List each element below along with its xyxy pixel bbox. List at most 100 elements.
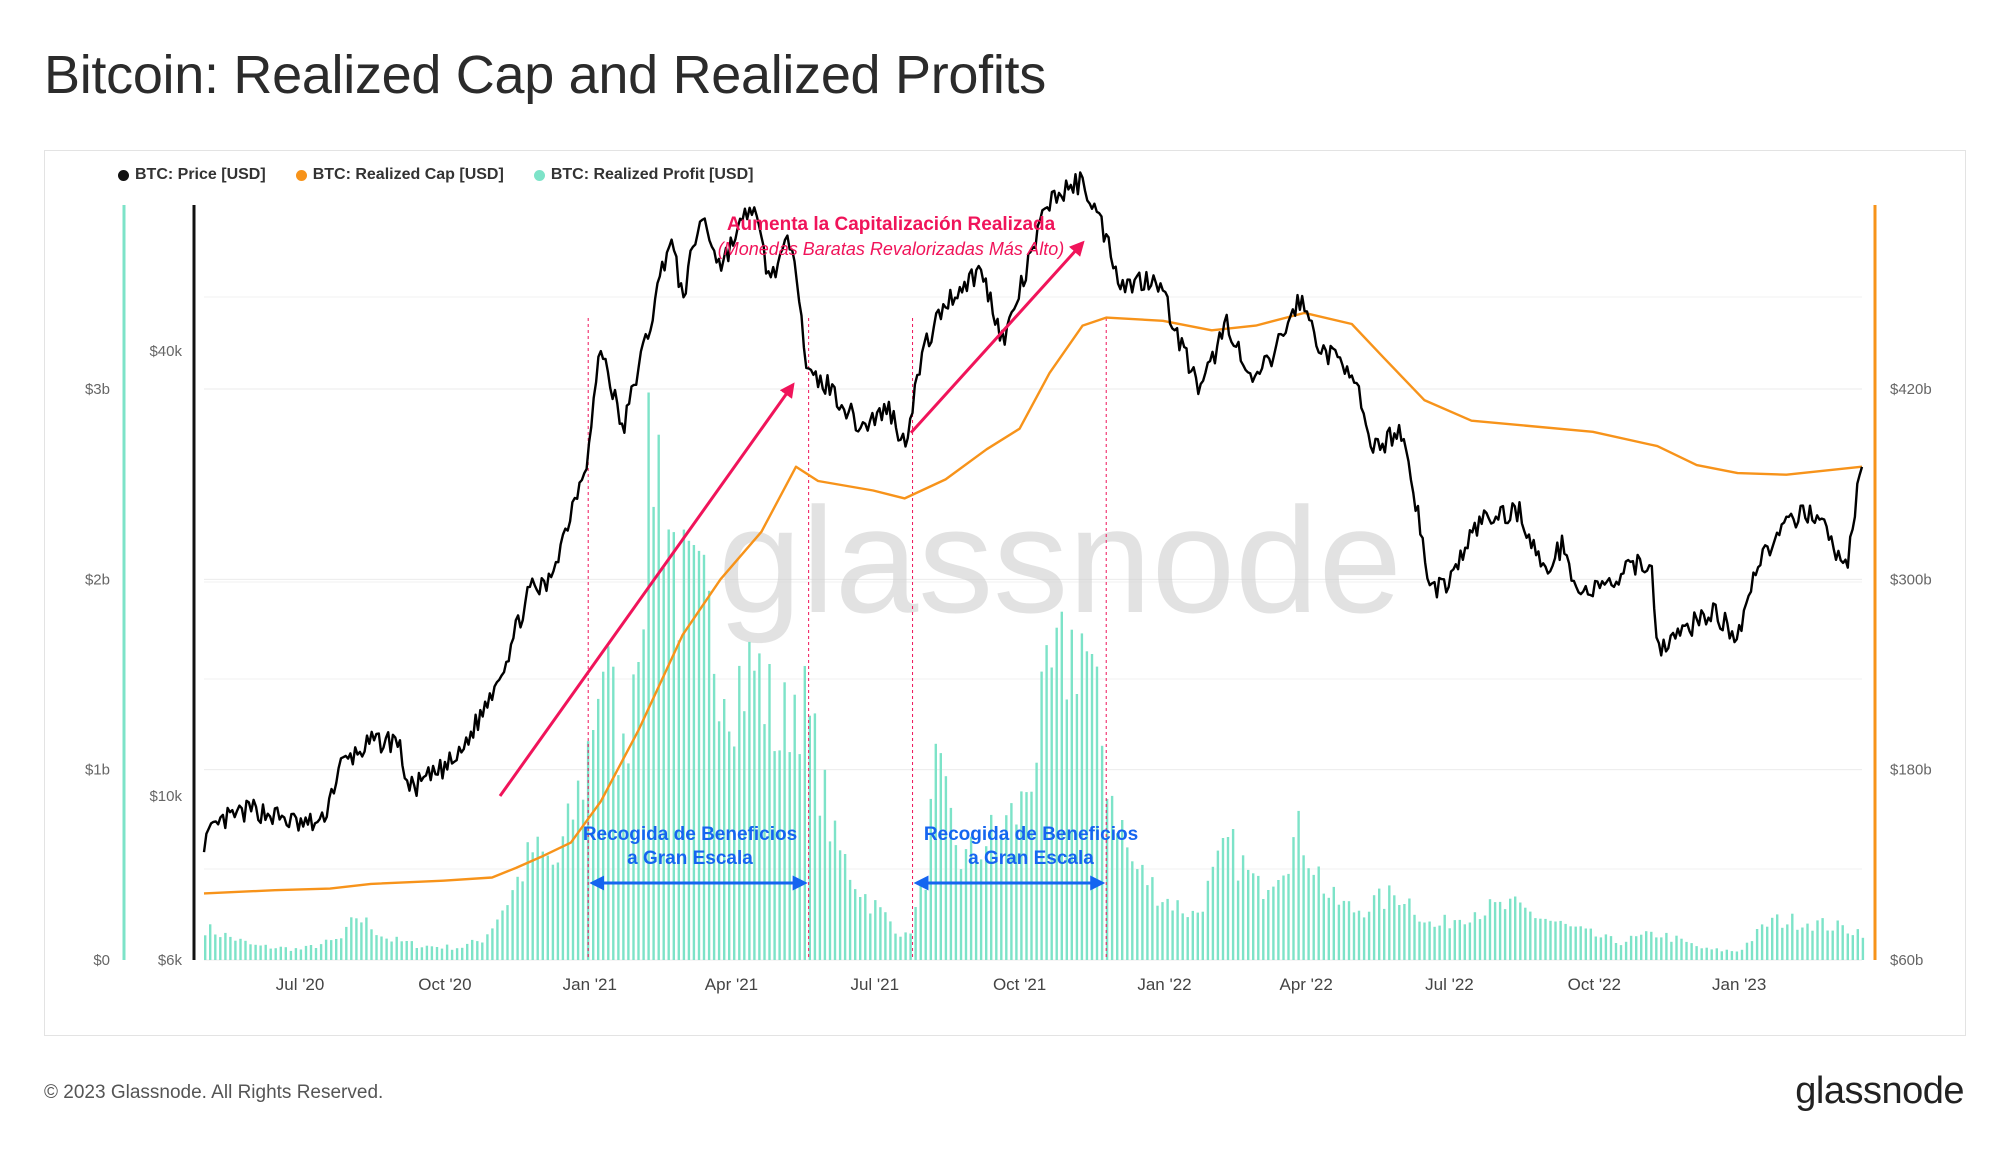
realized-profit-bar: [924, 889, 927, 960]
realized-profit-bar: [768, 664, 771, 960]
realized-profit-bar: [450, 949, 454, 960]
realized-profit-bar: [1408, 898, 1411, 960]
legend-dot-realized-cap: [295, 169, 307, 181]
realized-profit-bar: [1730, 951, 1734, 960]
x-tick-label: Apr '22: [1280, 975, 1333, 994]
realized-profit-bar: [657, 434, 660, 960]
realized-profit-bar: [1085, 651, 1089, 960]
realized-profit-bar: [1367, 911, 1371, 960]
realized-profit-bar: [304, 945, 308, 960]
realized-profit-bar: [1262, 899, 1265, 960]
x-tick-label: Oct '22: [1568, 975, 1621, 994]
realized-profit-bar: [1166, 898, 1169, 960]
realized-profit-bar: [1519, 902, 1522, 960]
realized-profit-bar: [1806, 923, 1809, 960]
realized-profit-bar: [959, 869, 963, 960]
realized-profit-bar: [803, 666, 806, 960]
realized-profit-bar: [1383, 908, 1386, 960]
realized-profit-bar: [395, 936, 398, 960]
realized-profit-bar: [1509, 898, 1512, 960]
annotations: Aumenta la Capitalización Realizada (Mone…: [498, 214, 1138, 891]
realized-profit-bar: [1196, 912, 1199, 960]
realized-profit-bar: [1514, 896, 1517, 960]
realized-profit-bar: [1156, 905, 1159, 960]
realized-profit-bar: [964, 849, 968, 960]
realized-profit-bar: [1181, 913, 1184, 960]
legend-label-realized-profit: BTC: Realized Profit [USD]: [550, 166, 754, 183]
realized-profit-bar: [1357, 910, 1361, 960]
realized-profit-bar: [894, 933, 897, 960]
realized-profit-bar: [607, 646, 610, 960]
realized-profit-bar: [813, 713, 817, 960]
realized-profit-bar: [939, 753, 942, 960]
legend-dot-realized-profit: [533, 169, 545, 181]
realized-profit-bar: [1791, 913, 1794, 960]
realized-profit-bar: [1468, 922, 1472, 960]
realized-profit-bar: [340, 938, 343, 960]
realized-profit-bar: [662, 567, 665, 960]
realized-profit-bar: [1040, 671, 1043, 960]
realized-profit-bar: [682, 529, 686, 960]
realized-profit-bar: [239, 938, 242, 960]
realized-profit-bar: [1861, 937, 1865, 960]
realized-profit-bar: [1715, 948, 1718, 960]
realized-profit-bar: [440, 948, 444, 960]
realized-profit-bar: [1428, 921, 1431, 960]
realized-profit-bar: [1307, 868, 1310, 960]
realized-profit-bar: [692, 545, 696, 960]
realized-profit-bar: [1372, 895, 1376, 960]
realized-profit-bar: [642, 629, 645, 960]
realized-profit-bar: [1236, 880, 1240, 960]
realized-profit-bar: [566, 803, 570, 960]
realized-profit-bar: [1171, 910, 1174, 960]
realized-profit-bar: [1665, 932, 1668, 960]
realized-profit-bar: [1247, 869, 1250, 960]
realized-profit-bar: [455, 948, 459, 960]
price-tick-label: $6k: [158, 952, 183, 969]
copyright-footer: © 2023 Glassnode. All Rights Reserved.: [44, 1082, 384, 1103]
price-series: [202, 171, 1864, 853]
realized-profit-bar: [1095, 666, 1099, 960]
realized-profit-bar: [576, 780, 580, 960]
realized-profit-bar: [1786, 924, 1789, 960]
realized-profit-bar: [229, 936, 232, 960]
realized-profit-bar: [909, 933, 912, 960]
legend-item-price[interactable]: BTC: Price [USD]: [118, 166, 266, 184]
realized-profit-bar: [944, 776, 948, 960]
realized-profit-bar: [808, 715, 811, 960]
realized-profit-bar: [385, 938, 388, 960]
x-tick-label: Jan '22: [1137, 975, 1191, 994]
realized-profit-bar: [1136, 869, 1139, 960]
realized-profit-bar: [309, 945, 313, 960]
annotation-title: Aumenta la Capitalización Realizada: [727, 214, 1056, 235]
realized-profit-bar: [1267, 890, 1270, 960]
legend-item-realized-profit[interactable]: BTC: Realized Profit [USD]: [533, 166, 754, 184]
realized-profit-bar: [854, 889, 857, 960]
realized-profit-bar: [335, 939, 338, 960]
price-tick-label: $10k: [149, 788, 182, 805]
realized-profit-bar: [249, 944, 252, 960]
realized-profit-bar: [324, 939, 328, 960]
realized-profit-bar: [1030, 791, 1033, 960]
legend-item-realized-cap[interactable]: BTC: Realized Cap [USD]: [295, 166, 504, 184]
realized-profit-bar: [380, 936, 383, 960]
realized-profit-bar: [758, 653, 761, 960]
realized-profit-bar: [1327, 897, 1330, 960]
realized-profit-bar: [1423, 922, 1426, 960]
realized-profit-bar: [1740, 949, 1744, 960]
realized-profit-bar: [783, 682, 786, 960]
realized-profit-bar: [848, 879, 852, 960]
brand-logo[interactable]: glassnode: [1795, 1070, 1964, 1112]
realized-profit-bar: [516, 876, 519, 960]
realized-profit-bar: [1539, 918, 1542, 960]
realized-profit-bar: [1700, 948, 1703, 960]
realized-profit-bar: [546, 855, 549, 960]
realized-profit-bar: [476, 941, 479, 960]
realized-profit-bar: [1211, 866, 1215, 960]
realized-profit-bar: [1640, 934, 1643, 960]
realized-profit-bar: [1161, 902, 1164, 960]
realized-profit-bar: [1650, 931, 1653, 960]
realized-profit-bar: [1438, 925, 1441, 960]
realized-profit-bar: [1690, 943, 1693, 960]
